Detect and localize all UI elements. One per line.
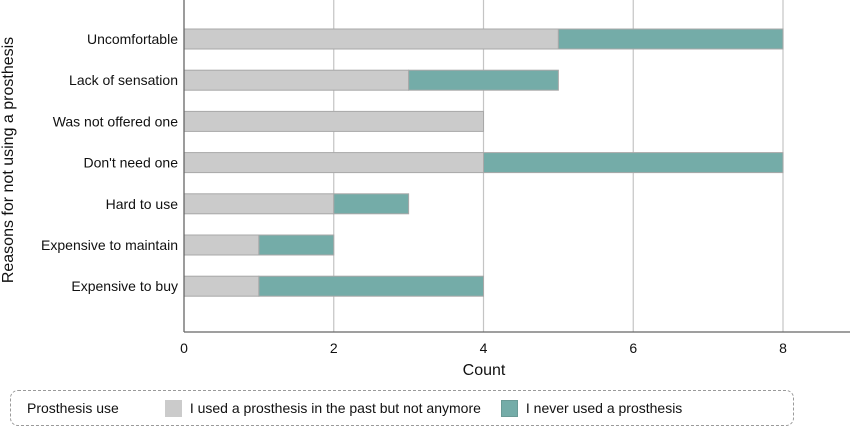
x-tick-label: 4 — [480, 340, 488, 356]
bar-segment-used-past — [183, 234, 260, 256]
bar-segment-never-used — [483, 152, 784, 174]
category-label: Was not offered one — [53, 113, 179, 129]
category-label: Don't need one — [83, 155, 178, 171]
bar-segment-used-past — [183, 28, 559, 50]
legend-label-never-used: I never used a prosthesis — [525, 400, 683, 416]
legend-item-used-past: I used a prosthesis in the past but not … — [164, 399, 481, 417]
category-label: Lack of sensation — [69, 72, 178, 88]
legend: Prosthesis use I used a prosthesis in th… — [10, 390, 794, 426]
x-tick-labels: 0 2 4 6 8 — [180, 340, 787, 356]
bars — [183, 28, 784, 297]
category-labels: Uncomfortable Lack of sensation Was not of… — [41, 31, 178, 294]
legend-swatch-used-past — [164, 399, 182, 417]
legend-title: Prosthesis use — [27, 400, 119, 416]
bar-segment-never-used — [333, 193, 410, 215]
legend-swatch-never-used — [500, 399, 518, 417]
x-axis-title: Count — [463, 362, 506, 379]
category-label: Expensive to buy — [71, 278, 178, 294]
bar-segment-used-past — [183, 275, 260, 297]
stacked-bar-chart: 0 2 4 6 8 Uncomfortable Lack of sensation Was … — [0, 0, 850, 379]
legend-label-used-past: I used a prosthesis in the past but not … — [189, 400, 481, 416]
legend-item-never-used: I never used a prosthesis — [500, 399, 683, 417]
x-tick-label: 8 — [779, 340, 787, 356]
category-label: Expensive to maintain — [41, 237, 178, 253]
bar-segment-used-past — [183, 69, 410, 91]
bar-segment-used-past — [183, 152, 484, 174]
y-axis-title: Reasons for not using a prosthesis — [0, 37, 17, 283]
bar-segment-never-used — [258, 275, 484, 297]
bar-segment-never-used — [557, 28, 784, 50]
bar-segment-used-past — [183, 110, 484, 132]
bar-segment-never-used — [408, 69, 559, 91]
category-label: Hard to use — [106, 196, 179, 212]
bar-segment-used-past — [183, 193, 335, 215]
x-tick-label: 0 — [180, 340, 188, 356]
bar-segment-never-used — [258, 234, 335, 256]
category-label: Uncomfortable — [87, 31, 178, 47]
x-tick-label: 6 — [629, 340, 637, 356]
x-tick-label: 2 — [330, 340, 338, 356]
